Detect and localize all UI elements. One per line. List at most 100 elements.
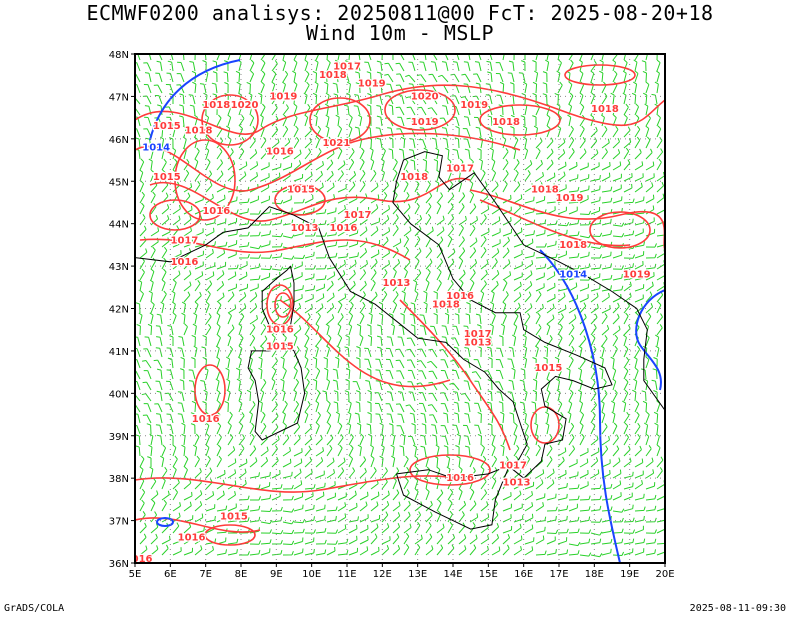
isobar-label: 1019 <box>556 193 584 204</box>
isobar-line <box>135 84 665 135</box>
isobar-label: 1018 <box>319 70 347 81</box>
isobar-label: 1016 <box>171 257 199 268</box>
isobar-loop <box>564 64 636 86</box>
lon-tick-label: 7E <box>199 569 212 580</box>
isobar-label: 1017 <box>464 329 492 340</box>
isobar-label: 1018 <box>559 240 587 251</box>
coastline <box>135 231 224 263</box>
isobar-loop <box>266 284 294 326</box>
isobar-label: 1019 <box>460 100 488 111</box>
isobar-line <box>149 177 471 222</box>
isobar-label: 1013 <box>464 337 492 348</box>
chart-subtitle: Wind 10m - MSLP <box>305 21 495 45</box>
isobar-label: 1013 <box>383 278 411 289</box>
lat-tick-label: 48N <box>109 50 129 61</box>
isobar-loop <box>274 184 326 216</box>
isobar-label: 1013 <box>503 477 531 488</box>
isobar-label: 1017 <box>499 460 527 471</box>
isobar-line <box>399 299 511 451</box>
isobar-label: 1019 <box>358 79 386 90</box>
isobar-label: 1016 <box>178 533 206 544</box>
isobar-line <box>279 299 451 388</box>
footer-timestamp: 2025-08-11-09:30 <box>689 603 786 614</box>
lat-tick-label: 46N <box>109 135 129 146</box>
lat-tick-label: 43N <box>109 262 129 273</box>
axes-layer: 5E 6E 7E 8E 9E 10E 11E 12E 13E 14E 15E 16E 17E 18E 19E… <box>109 50 675 580</box>
isobar-label: 1018 <box>531 185 559 196</box>
low-isobar <box>539 249 621 563</box>
lon-tick-label: 18E <box>585 569 604 580</box>
isobar-line <box>135 132 521 192</box>
lon-tick-label: 17E <box>549 569 568 580</box>
isobar-loop <box>149 199 201 231</box>
lat-tick-label: 39N <box>109 432 129 443</box>
isobar-label: 1016 <box>266 147 294 158</box>
isobar-label: 016 <box>132 554 153 565</box>
isobar-label: 1018 <box>400 172 428 183</box>
isobar-label: 1018 <box>591 104 619 115</box>
isobar-line <box>135 475 471 493</box>
isobar-label: 1019 <box>623 270 651 281</box>
lat-tick-label: 36N <box>109 559 129 570</box>
isobar-label: 1015 <box>534 363 562 374</box>
isobar-label: 1021 <box>322 138 350 149</box>
coastline <box>247 341 306 441</box>
isobar-loop <box>201 94 259 146</box>
isobar-loop <box>589 211 651 249</box>
coastline <box>223 151 665 479</box>
low-isobar <box>156 517 174 527</box>
lon-tick-label: 19E <box>620 569 639 580</box>
chart-title: ECMWF0200 analisys: 20250811@00 FcT: 202… <box>86 1 714 25</box>
lon-tick-label: 13E <box>408 569 427 580</box>
footer-credit: GrADS/COLA <box>4 603 65 614</box>
isobar-label: 1013 <box>291 223 319 234</box>
isobar-label: 1016 <box>446 291 474 302</box>
lat-tick-label: 44N <box>109 220 129 231</box>
isobar-label: 1019 <box>411 117 439 128</box>
lon-tick-label: 8E <box>235 569 248 580</box>
lon-tick-label: 15E <box>479 569 498 580</box>
lon-tick-label: 6E <box>164 569 177 580</box>
isobar-label: 1017 <box>446 164 474 175</box>
isobar-label: 1018 <box>432 299 460 310</box>
lat-tick-label: 37N <box>109 517 129 528</box>
isobar-label: 1015 <box>153 121 181 132</box>
isobar-label: 1016 <box>266 325 294 336</box>
isobar-label: 1018 <box>202 100 230 111</box>
isobar-label: 1014 <box>142 142 170 153</box>
isobar-line <box>139 238 411 261</box>
isobar-loop <box>384 89 456 131</box>
lon-tick-label: 5E <box>129 569 142 580</box>
lat-tick-label: 45N <box>109 177 129 188</box>
isobar-label: 1015 <box>266 342 294 353</box>
coastline-layer <box>135 151 665 530</box>
low-isobar <box>149 59 241 141</box>
isobar-label: 1016 <box>192 414 220 425</box>
isobar-label: 1017 <box>171 236 199 247</box>
isobar-label: 1020 <box>231 100 259 111</box>
isobar-line <box>135 517 261 533</box>
isobar-label: 1016 <box>446 473 474 484</box>
isobar-loop <box>309 97 371 143</box>
isobar-loop <box>479 104 561 136</box>
lon-tick-label: 16E <box>514 569 533 580</box>
lon-tick-label: 14E <box>443 569 462 580</box>
lat-tick-label: 40N <box>109 389 129 400</box>
isobar-label: 1017 <box>344 210 372 221</box>
isobar-line <box>479 199 631 247</box>
isobar-label: 1017 <box>333 62 361 73</box>
isobar-label: 1016 <box>202 206 230 217</box>
isobar-label: 1018 <box>492 117 520 128</box>
isobar-loop <box>174 139 236 221</box>
isobar-label: 1015 <box>153 172 181 183</box>
coastline <box>261 265 295 335</box>
lon-tick-label: 12E <box>373 569 392 580</box>
isobar-label: 1016 <box>330 223 358 234</box>
isobar-loop <box>274 292 292 318</box>
lat-tick-label: 42N <box>109 305 129 316</box>
isobar-label: 1018 <box>185 125 213 136</box>
lon-tick-label: 9E <box>270 569 283 580</box>
lat-tick-label: 38N <box>109 474 129 485</box>
